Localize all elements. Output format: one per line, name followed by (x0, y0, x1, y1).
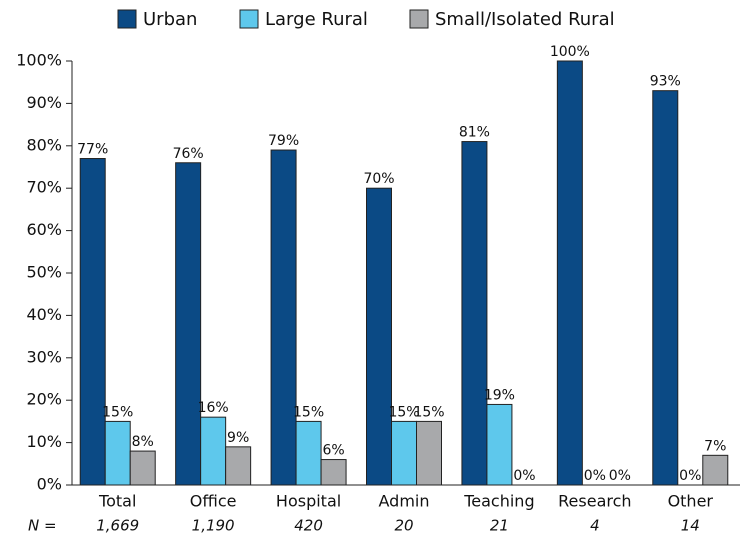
value-label: 70% (363, 171, 394, 187)
y-tick-label: 30% (26, 347, 62, 366)
value-label: 77% (77, 142, 108, 158)
y-tick-label: 60% (26, 220, 62, 239)
x-tick-label: Teaching (463, 492, 534, 511)
bar (200, 416, 227, 486)
bar (652, 90, 679, 486)
y-tick-label: 20% (26, 390, 62, 409)
n-label: N = (28, 517, 57, 535)
bar (486, 403, 513, 486)
n-value: 14 (681, 517, 700, 535)
bar (416, 420, 442, 486)
x-tick-label: Total (98, 492, 136, 511)
x-tick-label: Research (558, 492, 631, 511)
value-label: 0% (679, 468, 701, 484)
bar (225, 446, 252, 486)
bar (556, 60, 583, 486)
y-tick-label: 90% (26, 93, 62, 112)
value-label: 7% (704, 438, 726, 454)
y-tick-label: 50% (26, 263, 62, 282)
bar (702, 454, 729, 486)
bar (366, 187, 392, 486)
legend-swatch (239, 9, 259, 29)
bar (175, 162, 202, 486)
y-tick-label: 70% (26, 178, 62, 197)
value-label: 15% (413, 404, 444, 420)
x-tick-label: Admin (379, 492, 430, 511)
value-label: 0% (513, 468, 535, 484)
x-tick-label: Office (190, 492, 237, 511)
value-label: 0% (584, 468, 606, 484)
x-tick-label: Hospital (276, 492, 341, 511)
bar (129, 450, 156, 486)
legend-label: Urban (143, 9, 197, 30)
value-label: 6% (322, 443, 344, 459)
y-tick-label: 0% (37, 475, 62, 494)
n-value: 420 (294, 517, 323, 535)
n-value: 20 (394, 517, 413, 535)
bar (391, 420, 417, 486)
value-label: 15% (388, 404, 419, 420)
value-label: 15% (102, 404, 133, 420)
legend-swatch (117, 9, 137, 29)
n-value: 1,669 (96, 517, 139, 535)
value-label: 15% (293, 404, 324, 420)
value-label: 0% (609, 468, 631, 484)
value-label: 8% (132, 434, 154, 450)
value-label: 19% (484, 387, 515, 403)
value-label: 76% (173, 146, 204, 162)
n-value: 21 (490, 517, 509, 535)
value-label: 81% (459, 125, 490, 141)
y-tick-label: 40% (26, 305, 62, 324)
bar (104, 420, 131, 486)
value-label: 100% (550, 44, 590, 60)
value-label: 93% (650, 74, 681, 90)
bar (79, 158, 106, 486)
value-label: 9% (227, 430, 249, 446)
bar (295, 420, 322, 486)
n-value: 1,190 (192, 517, 235, 535)
value-label: 16% (198, 400, 229, 416)
y-tick-label: 100% (16, 51, 62, 70)
value-label: 79% (268, 133, 299, 149)
bar (270, 149, 297, 486)
bar (320, 459, 347, 486)
legend-swatch (409, 9, 429, 29)
bar (461, 141, 488, 486)
y-tick-label: 10% (26, 432, 62, 451)
legend-label: Large Rural (265, 9, 368, 30)
y-tick-label: 80% (26, 135, 62, 154)
n-value: 4 (590, 517, 600, 535)
x-tick-label: Other (668, 492, 714, 511)
legend-label: Small/Isolated Rural (435, 9, 615, 30)
